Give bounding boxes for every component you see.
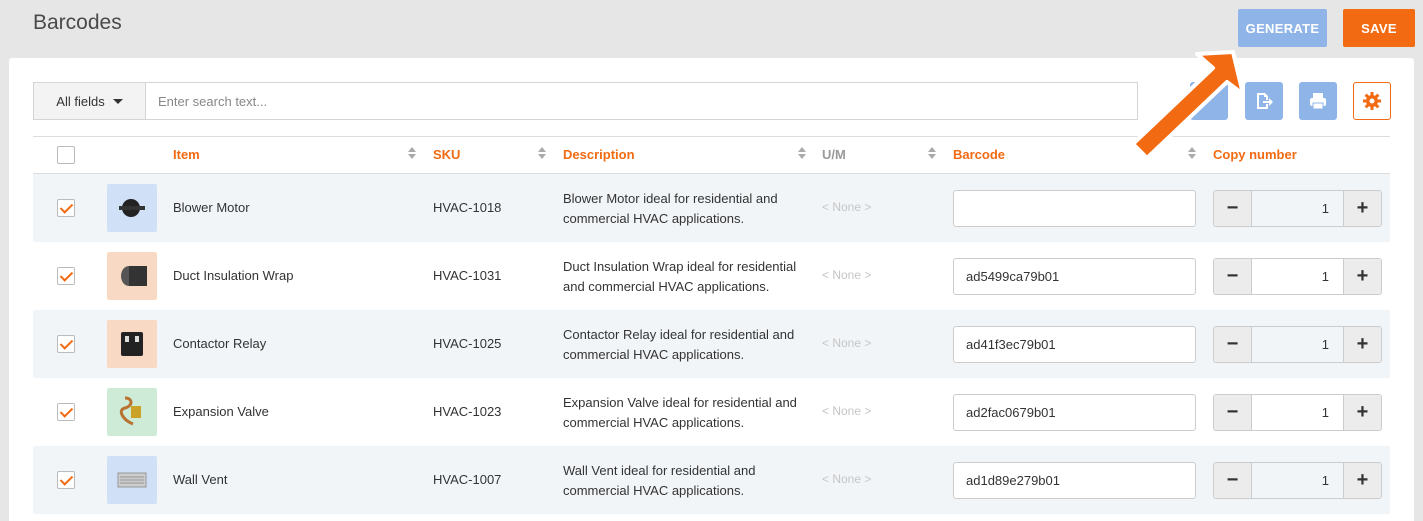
export-button[interactable]: [1245, 82, 1283, 120]
barcode-input[interactable]: [953, 326, 1196, 363]
copy-number-value[interactable]: 1: [1251, 395, 1344, 430]
row-checkbox[interactable]: [57, 199, 75, 217]
table-row: Duct Insulation Wrap HVAC-1031 Duct Insu…: [33, 242, 1390, 310]
copy-number-stepper: − 1 +: [1213, 326, 1382, 363]
export-icon: [1257, 93, 1273, 109]
gear-icon: [1363, 92, 1381, 110]
field-select-dropdown[interactable]: All fields: [34, 83, 146, 119]
copy-number-value[interactable]: 1: [1251, 191, 1344, 226]
column-header-sku[interactable]: SKU: [433, 147, 461, 162]
column-header-description[interactable]: Description: [563, 147, 635, 162]
row-checkbox[interactable]: [57, 403, 75, 421]
row-checkbox[interactable]: [57, 267, 75, 285]
print-icon: [1310, 93, 1326, 110]
field-select-label: All fields: [56, 93, 105, 109]
copy-number-stepper: − 1 +: [1213, 394, 1382, 431]
item-um: < None >: [822, 404, 872, 418]
plus-icon[interactable]: +: [1344, 191, 1381, 226]
plus-icon[interactable]: +: [1344, 259, 1381, 294]
select-all-checkbox[interactable]: [57, 146, 75, 164]
item-description: Duct Insulation Wrap ideal for residenti…: [563, 259, 797, 294]
barcode-input[interactable]: [953, 258, 1196, 295]
settings-button[interactable]: [1353, 82, 1391, 120]
item-um: < None >: [822, 472, 872, 486]
plus-icon[interactable]: +: [1344, 327, 1381, 362]
generate-button[interactable]: GENERATE: [1238, 9, 1327, 47]
copy-number-stepper: − 1 +: [1213, 258, 1382, 295]
table-row: Contactor Relay HVAC-1025 Contactor Rela…: [33, 310, 1390, 378]
minus-icon[interactable]: −: [1214, 191, 1251, 226]
item-um: < None >: [822, 336, 872, 350]
item-um: < None >: [822, 268, 872, 282]
barcodes-table: Item SKU Description U/M Barcode Copy nu…: [33, 136, 1390, 514]
item-thumbnail: [107, 456, 157, 504]
column-header-barcode[interactable]: Barcode: [953, 147, 1006, 162]
item-sku: HVAC-1031: [433, 268, 502, 283]
item-sku: HVAC-1007: [433, 472, 502, 487]
barcode-input[interactable]: [953, 394, 1196, 431]
copy-number-value[interactable]: 1: [1251, 259, 1344, 294]
item-thumbnail: [107, 184, 157, 232]
barcode-input[interactable]: [953, 462, 1196, 499]
table-row: Expansion Valve HVAC-1023 Expansion Valv…: [33, 378, 1390, 446]
minus-icon[interactable]: −: [1214, 327, 1251, 362]
plus-icon[interactable]: +: [1344, 463, 1381, 498]
item-description: Blower Motor ideal for residential and c…: [563, 191, 778, 226]
item-sku: HVAC-1023: [433, 404, 502, 419]
item-name: Blower Motor: [173, 200, 250, 215]
column-header-item[interactable]: Item: [173, 147, 200, 162]
item-um: < None >: [822, 200, 872, 214]
item-name: Contactor Relay: [173, 336, 267, 351]
barcode-input[interactable]: [953, 190, 1196, 227]
search-bar: All fields: [33, 82, 1138, 120]
item-name: Duct Insulation Wrap: [173, 268, 294, 283]
table-row: Wall Vent HVAC-1007 Wall Vent ideal for …: [33, 446, 1390, 514]
caret-down-icon: [112, 98, 123, 104]
barcodes-panel: All fields: [9, 58, 1414, 521]
plus-icon[interactable]: +: [1344, 395, 1381, 430]
item-thumbnail: [107, 320, 157, 368]
column-header-um[interactable]: U/M: [822, 147, 846, 162]
item-description: Wall Vent ideal for residential and comm…: [563, 463, 756, 498]
minus-icon[interactable]: −: [1214, 259, 1251, 294]
search-input[interactable]: [146, 83, 1137, 119]
pointer-arrow-icon: [1131, 50, 1245, 160]
column-header-copy-number[interactable]: Copy number: [1213, 147, 1297, 162]
copy-number-stepper: − 1 +: [1213, 190, 1382, 227]
table-row: Blower Motor HVAC-1018 Blower Motor idea…: [33, 174, 1390, 242]
row-checkbox[interactable]: [57, 471, 75, 489]
minus-icon[interactable]: −: [1214, 463, 1251, 498]
minus-icon[interactable]: −: [1214, 395, 1251, 430]
item-description: Contactor Relay ideal for residential an…: [563, 327, 795, 362]
copy-number-value[interactable]: 1: [1251, 327, 1344, 362]
item-name: Wall Vent: [173, 472, 228, 487]
item-name: Expansion Valve: [173, 404, 269, 419]
row-checkbox[interactable]: [57, 335, 75, 353]
copy-number-value[interactable]: 1: [1251, 463, 1344, 498]
page-title: Barcodes: [33, 11, 122, 34]
item-sku: HVAC-1018: [433, 200, 502, 215]
item-thumbnail: [107, 388, 157, 436]
item-thumbnail: [107, 252, 157, 300]
print-button[interactable]: [1299, 82, 1337, 120]
table-header: Item SKU Description U/M Barcode Copy nu…: [33, 136, 1390, 174]
save-button[interactable]: SAVE: [1343, 9, 1415, 47]
item-description: Expansion Valve ideal for residential an…: [563, 395, 797, 430]
item-sku: HVAC-1025: [433, 336, 502, 351]
copy-number-stepper: − 1 +: [1213, 462, 1382, 499]
